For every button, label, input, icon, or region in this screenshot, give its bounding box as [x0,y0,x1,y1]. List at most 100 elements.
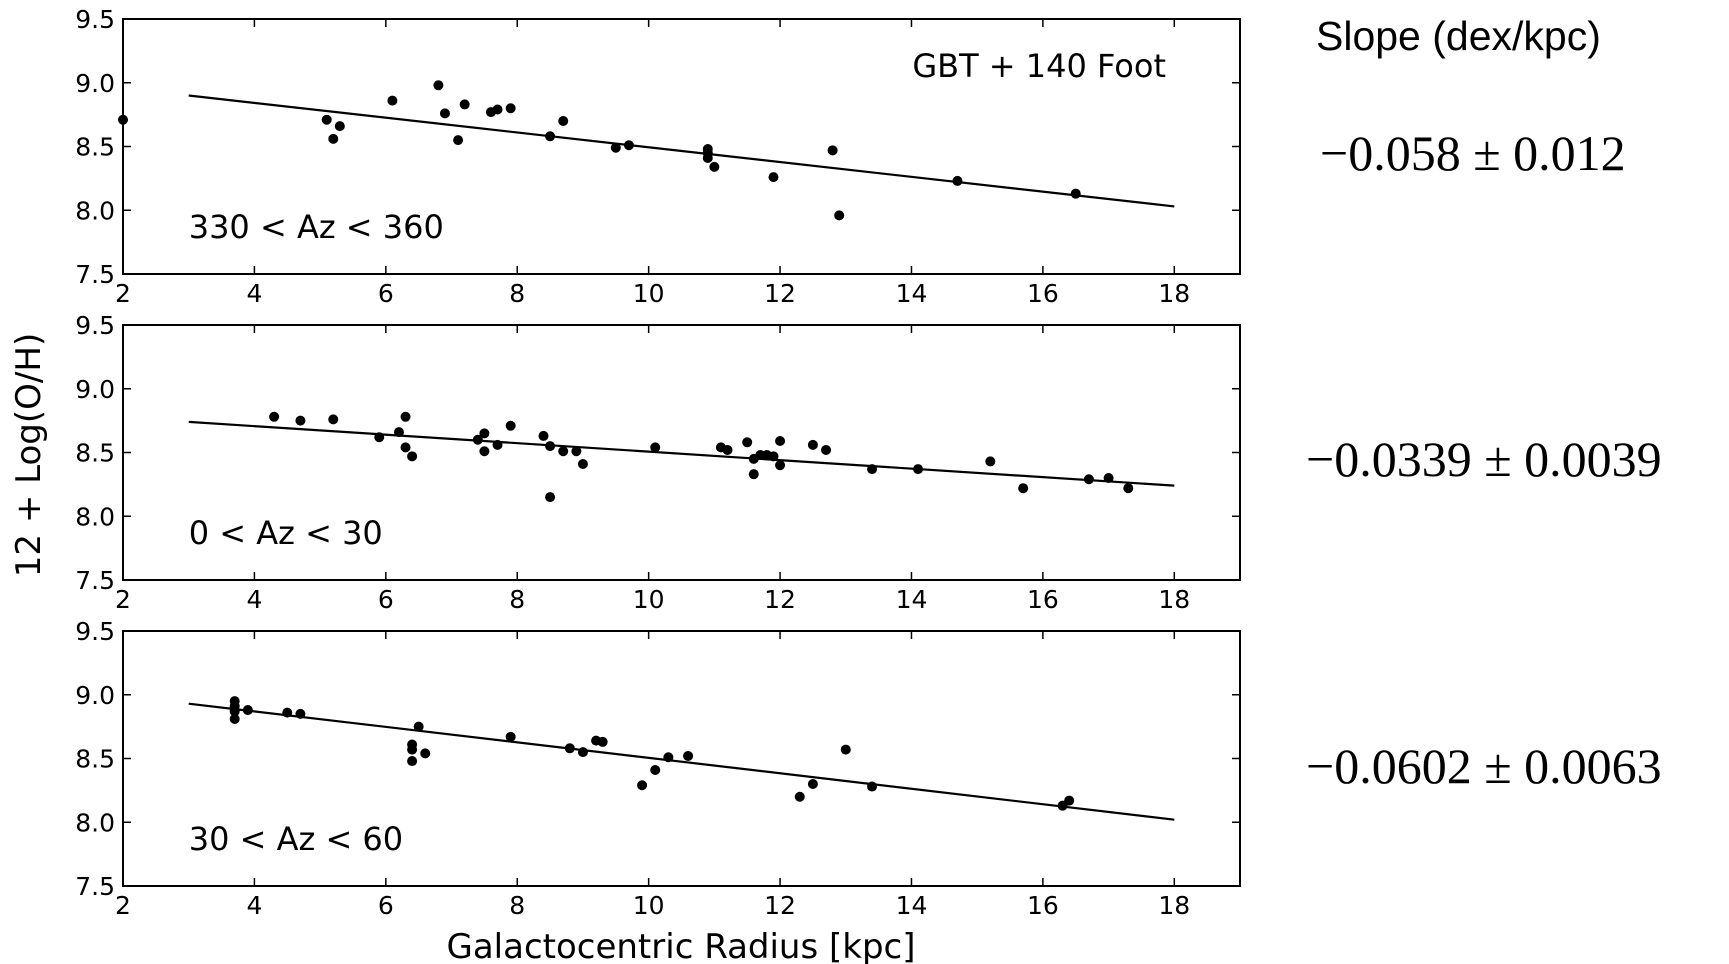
data-point [479,446,490,457]
x-tick-label: 8 [509,585,525,614]
data-point [577,458,588,469]
data-point [610,142,621,153]
data-point [334,121,345,132]
x-tick-label: 18 [1158,279,1190,308]
data-point [413,721,424,732]
x-tick-label: 16 [1027,891,1059,920]
data-point [564,743,575,754]
y-tick-label: 7.5 [75,872,115,901]
data-point [827,145,838,156]
data-point [637,780,648,791]
fit-line [188,702,1175,821]
y-tick-label: 8.5 [75,745,115,774]
data-point [775,460,786,471]
data-point [913,464,924,475]
slope-value: −0.0602 ± 0.0063 [1306,738,1662,794]
x-tick-label: 6 [378,279,394,308]
fit-line [188,420,1175,487]
data-points [269,411,1134,503]
data-point [328,414,339,425]
data-point [545,492,556,503]
data-point [1083,474,1094,485]
y-tick-label: 8.5 [75,133,115,162]
panel-region-label: 30 < Az < 60 [189,820,403,858]
x-tick-label: 14 [896,279,928,308]
data-point [722,444,733,455]
data-point [597,736,608,747]
y-tick-label: 7.5 [75,260,115,289]
x-tick-label: 6 [378,585,394,614]
y-tick-label: 8.5 [75,439,115,468]
y-tick-label: 8.0 [75,196,115,225]
panel-1: 2 4 6 8 10 12 14 16 18 7.5 8.0 8.5 9.0 9.5 330 < Az < … [75,5,1241,308]
data-points [229,696,1075,811]
fit-line [188,94,1175,208]
data-point [393,427,404,438]
y-tick-label: 9.5 [75,311,115,340]
x-tick-label: 8 [509,891,525,920]
data-point [577,747,588,758]
slope-value: −0.0339 ± 0.0039 [1306,431,1662,487]
x-tick-label: 16 [1027,279,1059,308]
data-point [479,428,490,439]
data-point [400,442,411,453]
data-point [683,750,694,761]
data-point [775,436,786,447]
x-tick-label: 14 [896,891,928,920]
data-point [492,104,503,115]
y-tick-label: 8.0 [75,808,115,837]
data-point [295,415,306,426]
x-tick-label: 18 [1158,585,1190,614]
data-point [623,140,634,151]
data-point [407,744,418,755]
x-tick-label: 12 [764,891,796,920]
y-tick-label: 8.0 [75,502,115,531]
x-tick-label: 10 [633,891,665,920]
data-point [663,752,674,763]
data-point [1018,483,1029,494]
panel-2: 2 4 6 8 10 12 14 16 18 7.5 8.0 8.5 9.0 9.5 0 < Az < 30 [75,311,1241,614]
y-tick-label: 7.5 [75,566,115,595]
data-point [295,708,306,719]
y-tick-label: 9.5 [75,617,115,646]
y-tick-label: 9.5 [75,5,115,34]
panel-annotation: GBT + 140 Foot [912,47,1166,85]
x-axis-label: Galactocentric Radius [kpc] [446,927,915,964]
x-tick-label: 12 [764,279,796,308]
x-tick-label: 4 [246,279,262,308]
data-point [321,114,332,125]
data-point [420,748,431,759]
data-point [558,116,569,126]
data-point [229,706,240,717]
slope-value: −0.058 ± 0.012 [1320,125,1626,181]
data-point [558,446,569,457]
y-axis-label: 12 + Log(O/H) [9,333,49,577]
data-point [538,430,549,441]
data-point [492,439,503,450]
data-point [545,441,556,452]
data-point [985,456,996,467]
data-point [545,131,556,142]
data-point [242,705,253,716]
x-tick-label: 10 [633,279,665,308]
data-point [505,103,516,114]
data-point [768,451,779,462]
x-tick-label: 6 [378,891,394,920]
data-point [650,764,661,775]
data-point [840,744,851,755]
data-point [742,437,753,448]
data-point [794,791,805,802]
data-point [439,108,450,119]
data-point [229,713,240,724]
data-point [400,411,411,422]
x-tick-label: 2 [115,585,131,614]
data-point [282,707,293,718]
data-point [1123,483,1134,494]
data-point [709,161,720,172]
data-point [328,133,339,144]
y-tick-label: 9.0 [75,375,115,404]
data-point [459,99,470,110]
data-point [702,152,713,163]
data-point [505,420,516,431]
panels: 2 4 6 8 10 12 14 16 18 7.5 8.0 8.5 9.0 9.5 330 < Az < … [75,5,1661,920]
